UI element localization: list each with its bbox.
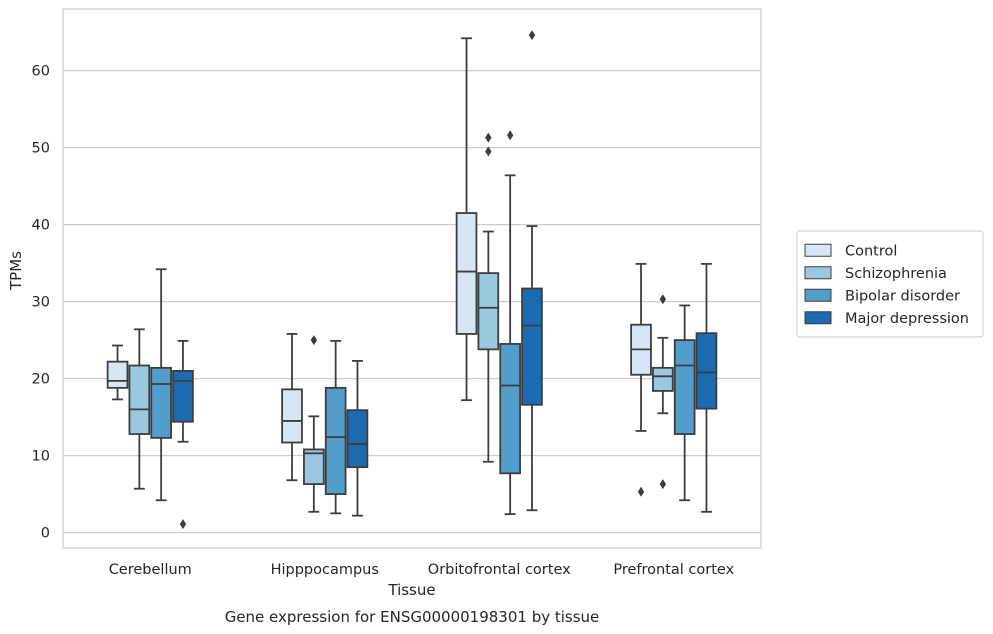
box-major-depression-3 [695, 262, 718, 513]
y-tick-label: 40 [32, 218, 50, 234]
box-iqr [455, 212, 478, 335]
boxes [106, 30, 718, 530]
box-iqr [499, 343, 521, 475]
legend-item: Major depression [804, 311, 969, 327]
outlier-point [506, 130, 514, 141]
legend: Control Schizophrenia Bipolar disorder Majo… [796, 230, 984, 338]
box-schizophrenia-2 [477, 132, 500, 463]
box-bipolar-disorder-0 [150, 268, 172, 502]
legend-label: Control [845, 243, 897, 259]
legend-item: Control [804, 243, 897, 259]
box-bipolar-disorder-1 [324, 339, 347, 515]
box-major-depression-1 [346, 359, 369, 517]
outlier-point [659, 294, 667, 305]
legend-swatch [804, 288, 832, 302]
box-bipolar-disorder-3 [673, 304, 696, 502]
box-iqr [652, 366, 674, 392]
box-major-depression-2 [521, 30, 543, 512]
plot-frame [62, 8, 762, 549]
outlier-point [637, 486, 645, 497]
y-tick-label: 50 [32, 141, 50, 157]
legend-item: Bipolar disorder [804, 288, 960, 304]
box-schizophrenia-3 [652, 294, 674, 490]
legend-label: Schizophrenia [845, 266, 947, 282]
y-tick-label: 30 [32, 295, 50, 311]
box-iqr [281, 388, 303, 444]
legend-swatch [804, 266, 832, 280]
legend-swatch [804, 311, 832, 325]
x-tick-label: Orbitofrontal cortex [428, 562, 571, 578]
box-schizophrenia-1 [303, 335, 325, 513]
box-control-1 [281, 333, 303, 482]
x-axis-label: Tissue [387, 581, 435, 599]
x-tick-label: Hipppocampus [271, 562, 379, 578]
box-iqr [521, 287, 543, 406]
box-major-depression-0 [172, 339, 194, 530]
x-tick-label: Prefrontal cortex [613, 562, 734, 578]
outlier-point [659, 479, 667, 490]
y-tick-label: 20 [32, 372, 50, 388]
x-tick-label: Cerebellum [109, 562, 192, 578]
box-iqr [106, 360, 129, 389]
y-tick-label: 60 [32, 64, 50, 80]
legend-swatch [804, 243, 832, 257]
y-tick-label: 10 [32, 449, 50, 465]
outlier-point [310, 335, 318, 346]
box-iqr [128, 364, 151, 435]
legend-label: Major depression [845, 311, 969, 327]
legend-item: Schizophrenia [804, 266, 947, 282]
x-tick-labels: Cerebellum Hipppocampus Orbitofrontal cort… [109, 562, 735, 578]
box-control-3 [630, 262, 652, 497]
box-iqr [172, 369, 194, 423]
chart-caption: Gene expression for ENSG00000198301 by t… [225, 608, 600, 626]
y-axis-label: TPMs [7, 251, 25, 291]
box-bipolar-disorder-2 [499, 130, 521, 516]
box-control-0 [106, 344, 129, 401]
box-schizophrenia-0 [128, 328, 151, 490]
box-iqr [324, 386, 347, 495]
box-iqr [477, 272, 500, 351]
box-iqr [695, 332, 718, 410]
legend-label: Bipolar disorder [845, 288, 960, 304]
y-tick-label: 0 [41, 526, 50, 542]
outlier-point [485, 132, 492, 143]
outlier-point [179, 519, 187, 530]
outlier-point [485, 146, 492, 157]
box-control-2 [455, 37, 478, 402]
box-iqr [673, 339, 696, 435]
outlier-point [528, 30, 536, 41]
gridlines [63, 69, 761, 534]
y-tick-labels: 0 10 20 30 40 50 60 [32, 64, 50, 542]
box-iqr [346, 409, 369, 469]
legend-frame [796, 230, 984, 338]
box-iqr [150, 366, 172, 439]
box-iqr [303, 448, 325, 485]
